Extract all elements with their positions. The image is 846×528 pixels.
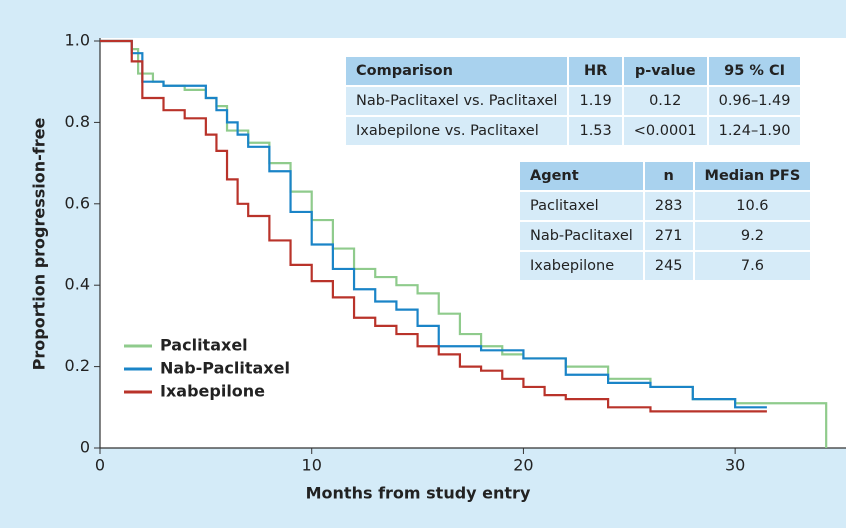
x-tick-label: 10 [302,456,322,475]
table-cell: 1.24–1.90 [706,115,803,147]
y-tick-label: 1.0 [65,31,90,50]
legend-label: Nab-Paclitaxel [160,359,290,378]
y-tick-label: 0.4 [65,275,90,294]
y-tick-label: 0.6 [65,193,90,212]
table-cell: 1.19 [567,85,624,117]
x-tick-label: 30 [725,456,745,475]
survival-curve [100,39,767,409]
survival-curve [100,39,767,413]
table-cell: 1.53 [567,115,624,147]
table-cell: 271 [642,220,695,252]
table-row: Paclitaxel 283 10.6 [518,190,813,222]
table-cell: Ixabepilone [518,250,645,282]
table-cell: 283 [642,190,695,222]
table-cell: Paclitaxel [518,190,645,222]
header-cell: p-value [621,55,709,87]
y-tick-label: 0 [80,438,90,457]
x-tick-label: 20 [513,456,533,475]
table-cell: Nab-Paclitaxel [518,220,645,252]
y-tick-label: 0.8 [65,112,90,131]
median-table: Agent n Median PFS Paclitaxel 283 10.6 Nab-Pac… [518,160,813,282]
header-cell: Median PFS [692,160,813,192]
header-cell: HR [567,55,624,87]
header-cell: 95 % CI [706,55,803,87]
table-cell: 0.12 [621,85,709,117]
table-cell: Ixabepilone vs. Paclitaxel [343,115,570,147]
header-cell: Comparison [343,55,570,87]
y-tick-label: 0.2 [65,356,90,375]
table-row: Ixabepilone vs. Paclitaxel 1.53 <0.0001 1.2… [343,115,803,147]
table-cell: 9.2 [692,220,813,252]
table-row: Ixabepilone 245 7.6 [518,250,813,282]
header-cell: Agent [518,160,645,192]
table-cell: 245 [642,250,695,282]
hr-table: Comparison HR p-value 95 % CI Nab-Paclitaxel… [343,55,803,147]
legend-label: Ixabepilone [160,382,265,401]
header-row: Agent n Median PFS [518,160,813,192]
table-cell: <0.0001 [621,115,709,147]
x-tick-label: 0 [95,456,105,475]
y-axis-label: Proportion progression-free [30,118,49,371]
table-cell: Nab-Paclitaxel vs. Paclitaxel [343,85,570,117]
table-row: Nab-Paclitaxel vs. Paclitaxel 1.19 0.12 0.9… [343,85,803,117]
table-row: Nab-Paclitaxel 271 9.2 [518,220,813,252]
table-cell: 7.6 [692,250,813,282]
header-row: Comparison HR p-value 95 % CI [343,55,803,87]
table-cell: 0.96–1.49 [706,85,803,117]
legend-label: Paclitaxel [160,336,248,355]
x-axis-label: Months from study entry [306,484,531,503]
header-cell: n [642,160,695,192]
table-cell: 10.6 [692,190,813,222]
survival-curve [100,39,828,448]
